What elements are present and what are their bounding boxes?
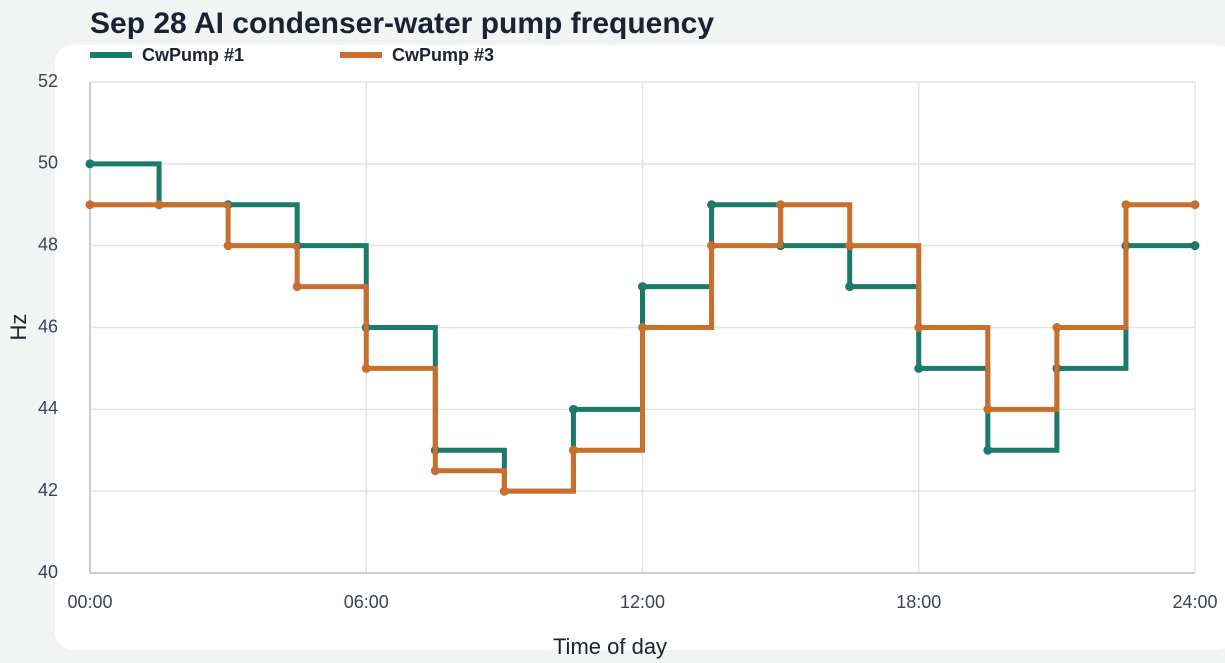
- data-point: [707, 241, 717, 251]
- data-point: [568, 404, 578, 414]
- y-tick-label: 44: [38, 398, 58, 418]
- y-tick-label: 52: [38, 71, 58, 91]
- data-point: [499, 486, 509, 496]
- data-point: [430, 466, 440, 476]
- data-point: [154, 200, 164, 210]
- data-point: [638, 323, 647, 332]
- data-point: [776, 200, 786, 210]
- y-tick-label: 46: [38, 316, 58, 336]
- data-point: [914, 323, 924, 332]
- y-tick-label: 40: [38, 562, 58, 582]
- x-tick-label: 18:00: [896, 592, 941, 612]
- data-point: [85, 159, 95, 169]
- y-tick-label: 42: [38, 480, 58, 500]
- chart-title: Sep 28 AI condenser-water pump frequency: [90, 7, 714, 40]
- legend-label: CwPump #1: [142, 45, 244, 65]
- data-point: [223, 241, 233, 251]
- data-point: [568, 445, 578, 455]
- data-point: [707, 200, 717, 210]
- data-point: [983, 445, 993, 455]
- data-point: [1190, 241, 1200, 251]
- data-point: [292, 282, 302, 292]
- data-point: [983, 404, 993, 414]
- x-tick-label: 06:00: [344, 592, 389, 612]
- y-tick-label: 50: [38, 153, 58, 173]
- data-point: [85, 200, 95, 210]
- x-axis-label: Time of day: [553, 634, 667, 659]
- legend-label: CwPump #3: [392, 45, 494, 65]
- data-point: [638, 282, 647, 292]
- y-tick-label: 48: [38, 234, 58, 254]
- x-tick-label: 12:00: [620, 592, 665, 612]
- x-tick-label: 00:00: [67, 592, 112, 612]
- data-point: [361, 363, 371, 373]
- data-point: [1121, 200, 1131, 210]
- y-axis-label: Hz: [6, 314, 31, 341]
- x-tick-label: 24:00: [1172, 592, 1217, 612]
- data-point: [845, 241, 855, 251]
- data-point: [1052, 323, 1062, 332]
- data-point: [914, 363, 924, 373]
- data-point: [845, 282, 855, 292]
- data-point: [1190, 200, 1200, 210]
